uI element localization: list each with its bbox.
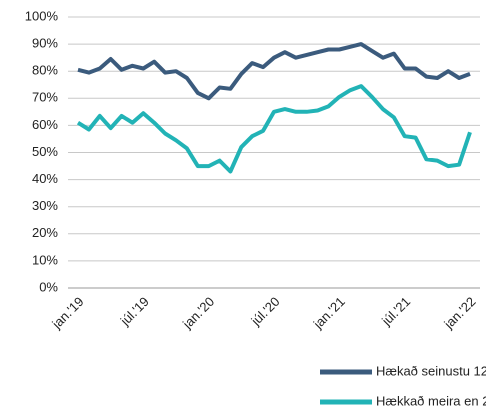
line-series: [77, 42, 471, 101]
y-tick-label: 90%: [32, 36, 58, 51]
y-tick-label: 20%: [32, 225, 58, 240]
y-tick-label: 50%: [32, 144, 58, 159]
legend-label: Hækkað meira en 2,5%: [376, 393, 486, 408]
y-tick-label: 10%: [32, 252, 58, 267]
y-tick-label: 80%: [32, 63, 58, 78]
y-tick-label: 60%: [32, 117, 58, 132]
x-tick-label: júl.'21: [378, 294, 413, 329]
x-tick-label: jan.'20: [179, 294, 217, 332]
y-tick-label: 100%: [25, 8, 59, 23]
x-tick-label: júl.'19: [117, 294, 152, 329]
y-tick-label: 0%: [39, 279, 58, 294]
x-tick-label: júl.'20: [248, 294, 283, 329]
y-tick-label: 40%: [32, 171, 58, 186]
x-tick-label: jan.'21: [310, 294, 348, 332]
legend-label: Hækað seinustu 12 mánuði: [376, 363, 486, 378]
x-tick-label: jan.'22: [440, 294, 478, 332]
y-tick-label: 30%: [32, 198, 58, 213]
x-tick-label: jan.'19: [48, 294, 86, 332]
line-series: [76, 84, 472, 174]
y-tick-label: 70%: [32, 90, 58, 105]
